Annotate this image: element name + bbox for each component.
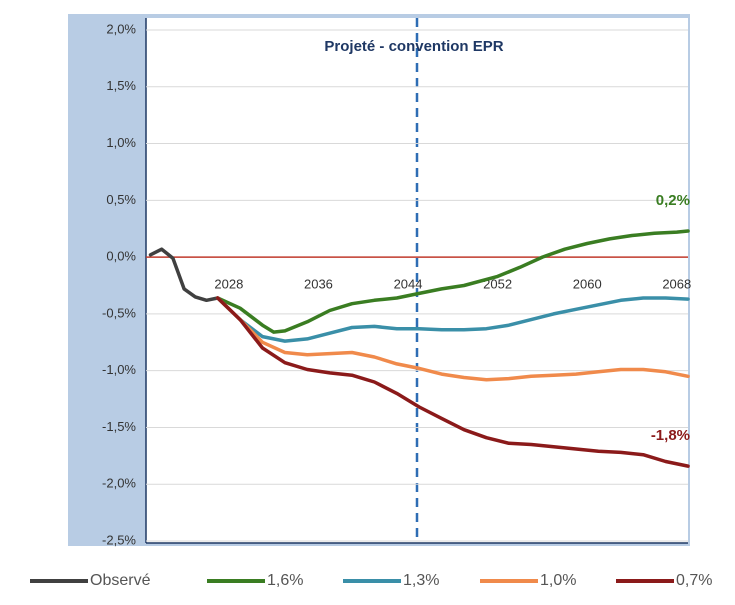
y-tick-label: -0,5%: [102, 305, 136, 320]
x-tick-label: 2028: [214, 277, 243, 292]
legend-label: 1,3%: [403, 572, 439, 589]
series-line: [215, 296, 690, 382]
y-tick-label: 1,0%: [106, 135, 136, 150]
legend-label: 1,6%: [267, 572, 303, 589]
y-tick-label: -2,5%: [102, 532, 136, 547]
y-tick-label: 0,0%: [106, 249, 136, 264]
y-tick-label: -2,0%: [102, 476, 136, 491]
y-tick-label: 0,5%: [106, 192, 136, 207]
x-tick-label: 2044: [394, 277, 423, 292]
end-label: 0,2%: [656, 192, 690, 209]
series-line: [215, 229, 690, 334]
series-line: [148, 247, 220, 303]
y-tick-label: -1,0%: [102, 362, 136, 377]
y-tick-label: -1,5%: [102, 419, 136, 434]
x-tick-label: 2036: [304, 277, 333, 292]
series-line: [215, 296, 690, 343]
y-tick-label: 1,5%: [106, 78, 136, 93]
chart-title: Projeté - convention EPR: [324, 38, 503, 55]
x-tick-label: 2052: [483, 277, 512, 292]
legend-label: Observé: [90, 572, 151, 589]
x-tick-label: 2060: [573, 277, 602, 292]
x-tick-label: 2068: [662, 277, 691, 292]
end-label: -1,8%: [651, 427, 690, 444]
legend-label: 0,7%: [676, 572, 712, 589]
series-line: [215, 296, 690, 468]
y-tick-label: 2,0%: [106, 21, 136, 36]
legend-label: 1,0%: [540, 572, 576, 589]
